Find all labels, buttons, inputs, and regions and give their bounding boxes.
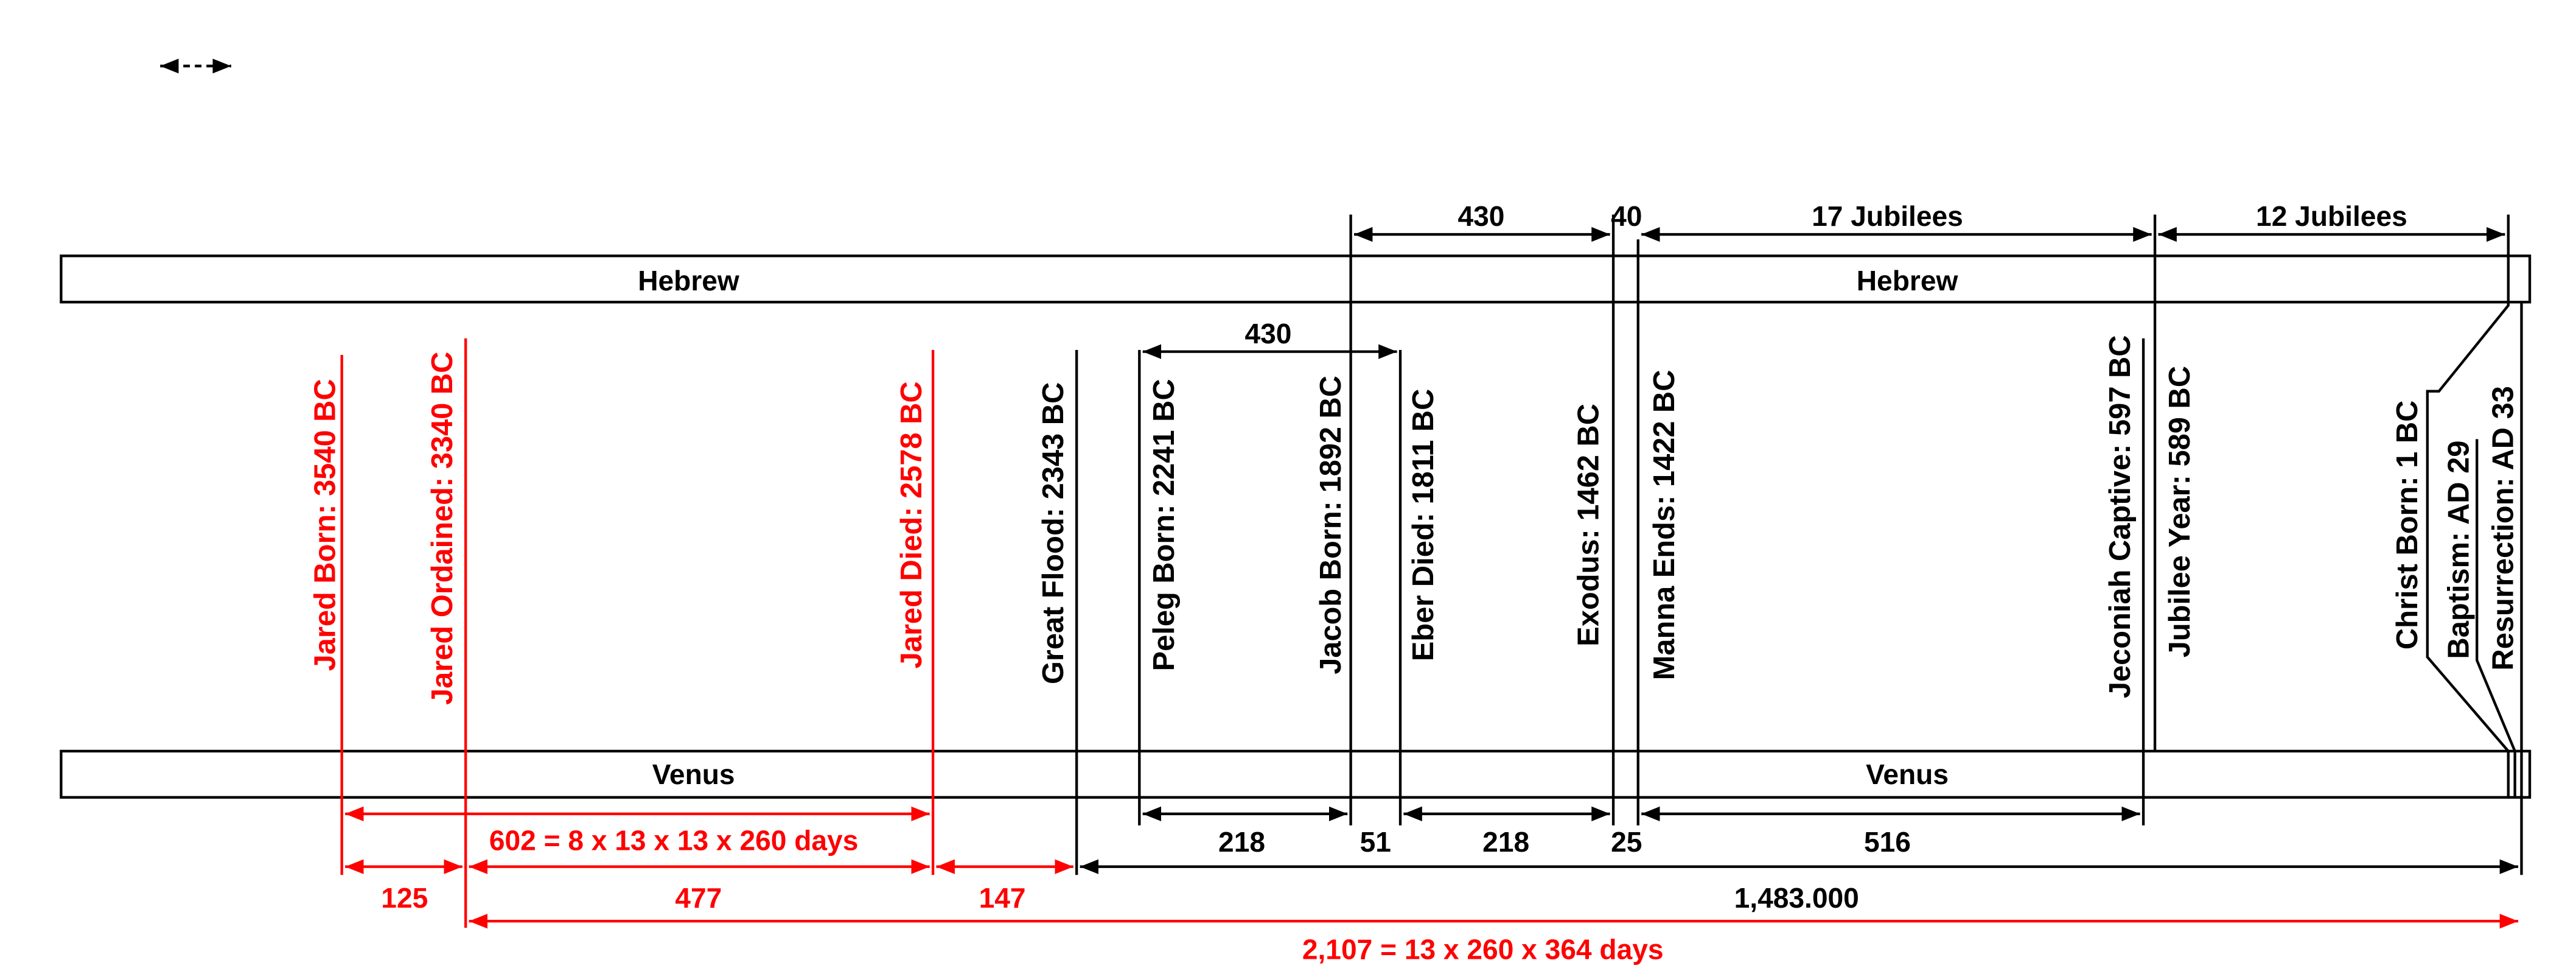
span-label: 2,107 = 13 x 260 x 364 days xyxy=(1302,933,1664,965)
span-label: 125 xyxy=(381,882,428,914)
span-label: 17 Jubilees xyxy=(1812,200,1963,232)
span-label: 12 Jubilees xyxy=(2256,200,2407,232)
event-label: Jared Born: 3540 BC xyxy=(309,379,342,671)
span-label: 218 xyxy=(1218,826,1265,858)
span-label: 51 xyxy=(1360,826,1391,858)
span-label: 147 xyxy=(979,882,1026,914)
event-label: Baptism: AD 29 xyxy=(2442,441,2475,659)
span-label: 477 xyxy=(675,882,722,914)
event-label: Peleg Born: 2241 BC xyxy=(1148,379,1181,671)
event-label: Exodus: 1462 BC xyxy=(1572,404,1605,646)
event-label: Eber Died: 1811 BC xyxy=(1407,389,1440,662)
span-label: 25 xyxy=(1611,826,1642,858)
venus-band xyxy=(60,749,2532,799)
band-label: Venus xyxy=(1866,759,1949,790)
band-label: Venus xyxy=(652,759,735,790)
span-label: 430 xyxy=(1457,200,1504,232)
event-label: Great Flood: 2343 BC xyxy=(1037,382,1070,684)
bottom-arrows xyxy=(345,806,2519,929)
event-label: Jared Died: 2578 BC xyxy=(895,381,928,668)
event-label: Jacob Born: 1892 BC xyxy=(1314,376,1347,674)
band-label: Hebrew xyxy=(638,265,739,296)
span-label: 218 xyxy=(1482,826,1529,858)
band-label: Hebrew xyxy=(1857,265,1958,296)
hebrew-band xyxy=(60,254,2532,304)
span-label: 430 xyxy=(1244,318,1291,349)
event-lines xyxy=(340,214,2523,928)
event-label: Resurrection: AD 33 xyxy=(2487,386,2520,670)
event-label: Jared Ordained: 3340 BC xyxy=(426,352,459,705)
span-label: 516 xyxy=(1864,826,1911,858)
span-label: 602 = 8 x 13 x 13 x 260 days xyxy=(489,824,859,856)
event-label: Manna Ends: 1422 BC xyxy=(1648,370,1681,680)
span-label: 1,483.000 xyxy=(1734,882,1859,914)
event-label: Jeconiah Captive: 597 BC xyxy=(2104,335,2137,698)
span-label: 40 xyxy=(1611,200,1642,232)
event-label: Jubilee Year: 589 BC xyxy=(2163,366,2196,657)
event-label: Christ Born: 1 BC xyxy=(2391,401,2424,650)
